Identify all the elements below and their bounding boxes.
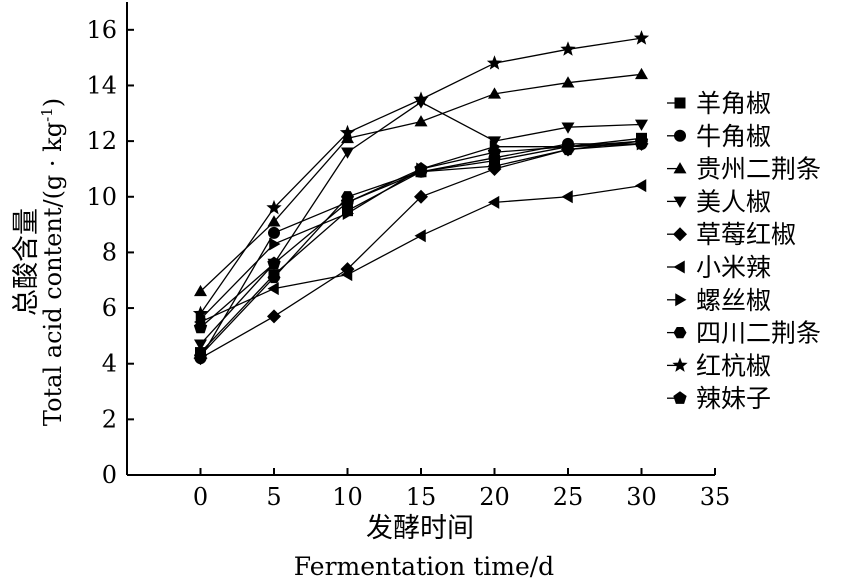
data-point <box>561 139 575 153</box>
y-axis-title-english-main: Total acid content/(g · kg <box>39 122 67 426</box>
data-point <box>341 268 353 282</box>
data-point <box>340 195 355 208</box>
data-point <box>414 115 428 127</box>
x-axis-title-english: Fermentation time/d <box>294 552 554 579</box>
x-ticks: 0 5 10 15 20 25 30 35 <box>193 468 730 511</box>
y-tick-label: 14 <box>86 71 117 99</box>
data-point <box>267 271 281 284</box>
y-tick-label: 0 <box>102 461 117 489</box>
x-tick-label: 10 <box>332 483 363 511</box>
y-tick-label: 4 <box>102 350 117 378</box>
y-axis-title-chinese: 总酸含量 <box>11 208 42 316</box>
legend-marker <box>674 97 686 109</box>
data-point <box>267 282 279 296</box>
data-point <box>266 199 282 215</box>
data-point <box>561 190 573 204</box>
axes: 0 2 4 6 8 10 12 14 16 0 5 10 15 20 25 30 35 <box>86 2 730 511</box>
x-axis-title-chinese: 发酵时间 <box>366 513 474 544</box>
data-point <box>488 195 500 209</box>
data-point <box>193 320 208 334</box>
data-point <box>267 309 281 324</box>
data-point <box>635 67 648 80</box>
x-tick-label: 25 <box>553 483 584 511</box>
data-point <box>635 179 647 193</box>
y-tick-label: 2 <box>102 405 117 433</box>
data-point <box>414 161 428 175</box>
legend-label: 辣妹子 <box>696 384 771 413</box>
y-axis-title-english-sup: -1 <box>38 107 56 122</box>
legend-marker <box>673 227 687 242</box>
data-point <box>560 41 576 56</box>
data-point <box>561 76 575 88</box>
data-point <box>342 206 354 220</box>
legend-label: 草莓红椒 <box>696 220 796 249</box>
legend-label: 红杭椒 <box>696 351 771 380</box>
data-point <box>268 226 280 239</box>
legend-marker <box>675 293 687 307</box>
legend-marker <box>674 129 686 142</box>
series-line <box>200 184 642 323</box>
x-tick-label: 35 <box>700 483 731 511</box>
data-point <box>561 122 575 134</box>
legend-label: 小米辣 <box>696 253 771 282</box>
x-tick-label: 20 <box>479 483 510 511</box>
data-point <box>488 136 501 148</box>
y-ticks: 0 2 4 6 8 10 12 14 16 <box>86 16 134 489</box>
data-point <box>634 134 649 147</box>
x-tick-label: 15 <box>406 483 437 511</box>
y-tick-label: 10 <box>86 183 117 211</box>
legend-label: 牛角椒 <box>696 122 771 151</box>
data-point <box>414 229 426 243</box>
legend-marker <box>673 162 687 174</box>
y-tick-label: 16 <box>86 16 117 44</box>
legend-marker <box>673 196 687 208</box>
data-point <box>192 305 209 321</box>
data-point <box>194 284 207 297</box>
x-tick-label: 30 <box>626 483 657 511</box>
legend-label: 美人椒 <box>696 187 771 216</box>
legend-marker <box>673 326 687 339</box>
data-point <box>341 147 354 159</box>
y-axis-title-english: Total acid content/(g · kg-1) <box>38 98 67 426</box>
x-tick-label: 0 <box>193 483 208 511</box>
data-point <box>339 124 356 140</box>
data-point <box>635 119 648 131</box>
data-point <box>486 55 503 70</box>
data-point <box>267 215 281 227</box>
data-point <box>267 256 281 270</box>
data-point <box>488 87 501 99</box>
legend-marker <box>673 391 687 404</box>
legend-label: 螺丝椒 <box>696 286 771 315</box>
legend-marker <box>672 357 688 372</box>
y-tick-label: 8 <box>102 238 117 266</box>
legend-label: 四川二荆条 <box>696 319 821 348</box>
y-tick-label: 12 <box>86 127 117 155</box>
x-tick-label: 5 <box>266 483 281 511</box>
data-point <box>194 339 207 351</box>
y-axis-title-english-close: ) <box>39 98 67 107</box>
data-point <box>487 145 502 158</box>
legend-label: 贵州二荆条 <box>696 155 821 184</box>
y-tick-label: 6 <box>102 294 117 322</box>
data-point <box>488 160 501 172</box>
data-point <box>341 131 354 144</box>
data-point <box>194 349 207 361</box>
data-point <box>633 30 650 45</box>
data-point <box>269 237 281 251</box>
data-point <box>413 91 429 106</box>
legend-marker <box>673 260 685 274</box>
series-line <box>200 101 642 345</box>
legend-label: 羊角椒 <box>696 89 771 118</box>
data-point <box>414 189 428 204</box>
series-markers <box>192 30 650 366</box>
